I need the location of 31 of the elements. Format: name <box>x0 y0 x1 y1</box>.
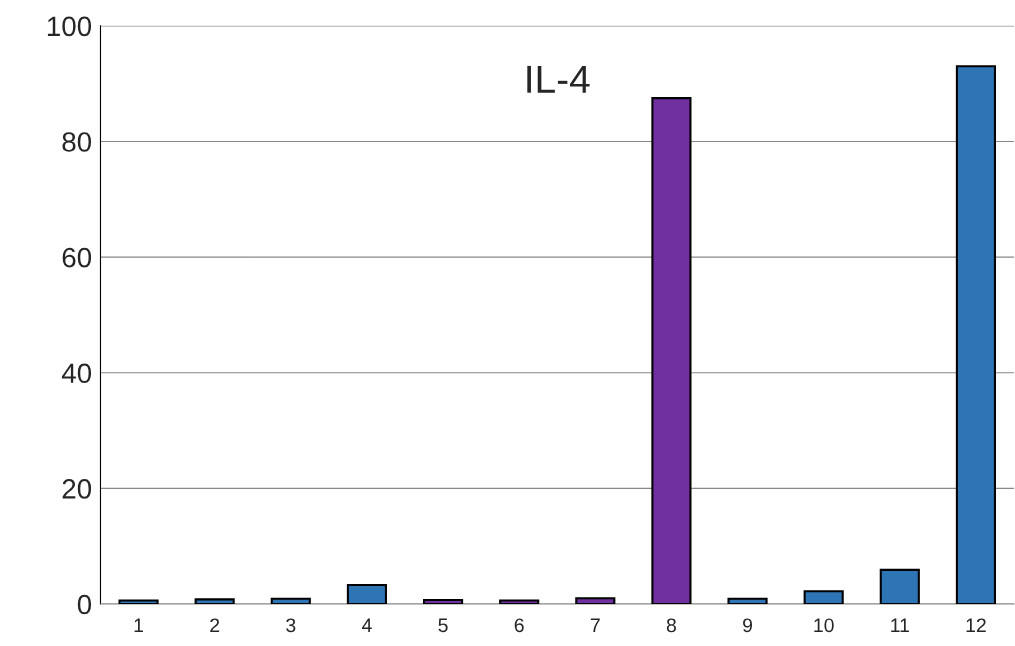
bar <box>955 65 996 605</box>
x-tick-label: 3 <box>286 618 296 633</box>
x-tick-label: 9 <box>743 618 753 633</box>
y-tick-label: 0 <box>77 594 92 615</box>
x-tick-label: 7 <box>590 618 600 632</box>
x-tick-label: 2 <box>210 618 220 632</box>
x-tick-label: 1 <box>134 618 144 632</box>
y-tick-label: 100 <box>47 16 92 37</box>
x-tick-label: 10 <box>814 618 834 633</box>
x-tick-label: 6 <box>514 618 524 633</box>
y-tick-label: 40 <box>61 363 92 384</box>
bar <box>651 97 692 605</box>
bar <box>422 598 464 605</box>
x-tick-label: 8 <box>666 618 676 633</box>
x-tick-label: 12 <box>966 618 986 632</box>
bar <box>575 597 616 605</box>
text: IL-4 <box>527 65 590 93</box>
bar <box>270 597 311 605</box>
bar <box>803 590 844 605</box>
bar <box>727 597 768 605</box>
x-tick-label: 5 <box>438 618 448 633</box>
y-tick-label: 60 <box>62 247 92 268</box>
bar <box>118 599 159 605</box>
x-tick-label: 4 <box>361 618 372 632</box>
bar <box>879 568 920 605</box>
x-tick-label: 11 <box>891 618 909 632</box>
bar <box>499 599 540 605</box>
bar <box>346 583 387 605</box>
y-tick-label: 80 <box>62 132 92 152</box>
bar <box>194 598 235 605</box>
y-tick-label: 20 <box>62 479 92 499</box>
